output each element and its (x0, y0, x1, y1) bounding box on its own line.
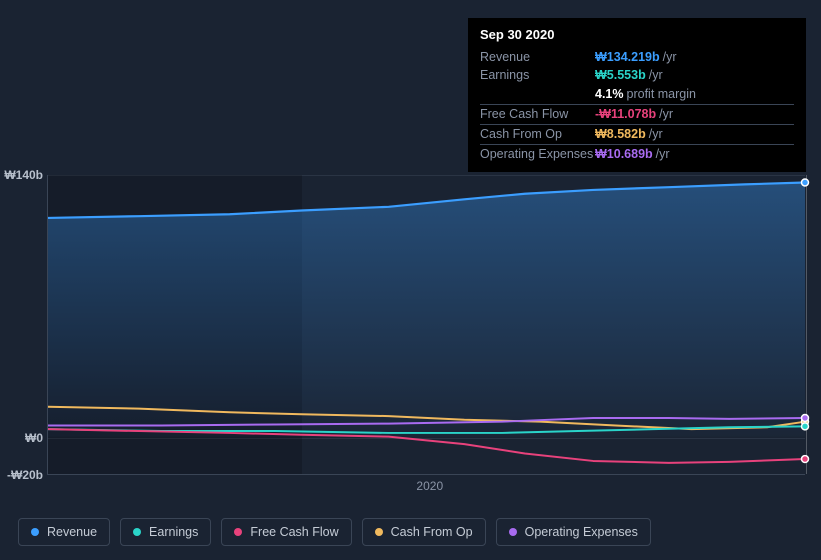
legend-label: Cash From Op (391, 525, 473, 539)
tooltip-pct-label: profit margin (627, 86, 696, 103)
tooltip-label (480, 86, 595, 103)
tooltip-label: Free Cash Flow (480, 106, 595, 123)
y-axis-label: ₩140b (4, 168, 43, 182)
tooltip-value: ₩8.582b (595, 126, 646, 143)
tooltip-suffix: /yr (649, 126, 663, 143)
tooltip-row: 4.1% profit margin (480, 85, 794, 104)
tooltip-row: Earnings₩5.553b/yr (480, 66, 794, 85)
tooltip-value: ₩134.219b (595, 49, 660, 66)
legend-dot-icon (133, 528, 141, 536)
legend-item[interactable]: Earnings (120, 518, 211, 546)
series-endpoint (802, 414, 809, 421)
legend-item[interactable]: Free Cash Flow (221, 518, 351, 546)
chart-legend: Revenue Earnings Free Cash Flow Cash From O… (18, 518, 651, 546)
chart-plot-area[interactable] (47, 175, 805, 475)
tooltip-row: Cash From Op₩8.582b/yr (480, 124, 794, 144)
tooltip-suffix: /yr (649, 67, 663, 84)
legend-label: Earnings (149, 525, 198, 539)
legend-dot-icon (509, 528, 517, 536)
legend-label: Revenue (47, 525, 97, 539)
tooltip-pct: 4.1% (595, 86, 624, 103)
legend-item[interactable]: Cash From Op (362, 518, 486, 546)
tooltip-label: Cash From Op (480, 126, 595, 143)
legend-label: Free Cash Flow (250, 525, 338, 539)
series-area (48, 182, 805, 436)
legend-dot-icon (31, 528, 39, 536)
chart-tooltip: Sep 30 2020 Revenue₩134.219b/yrEarnings₩… (468, 18, 806, 172)
tooltip-date: Sep 30 2020 (480, 26, 794, 44)
series-endpoint (802, 423, 809, 430)
tooltip-label: Revenue (480, 49, 595, 66)
series-endpoint (802, 179, 809, 186)
revenue-chart: ₩140b ₩0 -₩20b 2020 (0, 155, 821, 505)
tooltip-label: Earnings (480, 67, 595, 84)
tooltip-suffix: /yr (659, 106, 673, 123)
tooltip-value: -₩11.078b (595, 106, 656, 123)
tooltip-value: ₩5.553b (595, 67, 646, 84)
legend-item[interactable]: Operating Expenses (496, 518, 651, 546)
tooltip-row: Revenue₩134.219b/yr (480, 48, 794, 67)
y-axis-label: ₩0 (25, 431, 43, 445)
legend-label: Operating Expenses (525, 525, 638, 539)
legend-item[interactable]: Revenue (18, 518, 110, 546)
legend-dot-icon (375, 528, 383, 536)
tooltip-row: Free Cash Flow-₩11.078b/yr (480, 104, 794, 124)
tooltip-suffix: /yr (663, 49, 677, 66)
x-axis-label: 2020 (416, 479, 443, 493)
legend-dot-icon (234, 528, 242, 536)
y-axis-label: -₩20b (7, 468, 43, 482)
series-endpoint (802, 456, 809, 463)
